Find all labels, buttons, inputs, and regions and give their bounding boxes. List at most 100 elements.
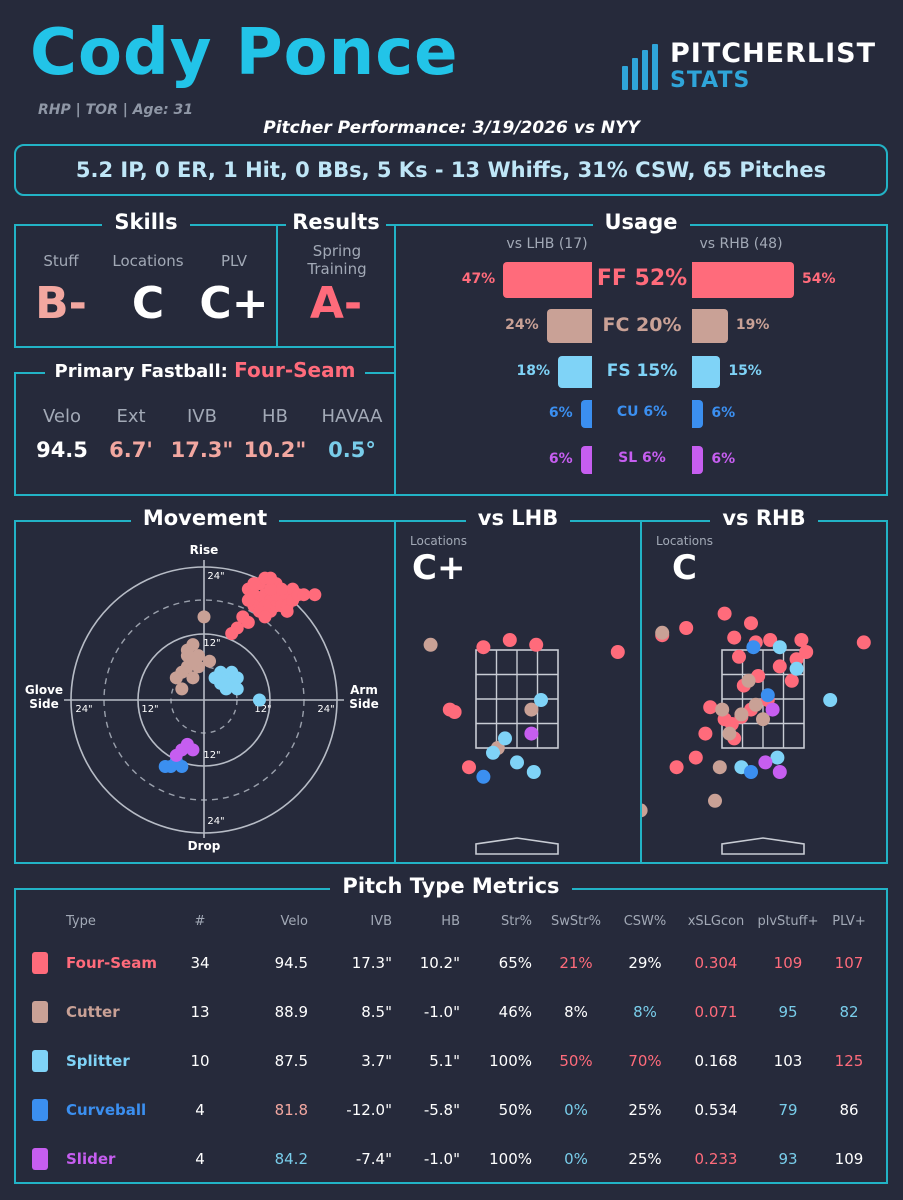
location-point (799, 645, 814, 659)
metric-cell: 88.9 (274, 1002, 308, 1021)
location-point (610, 645, 625, 659)
usage-bar-lhb (503, 262, 592, 298)
pitch-type-cell: Curveball (32, 1085, 172, 1134)
metric-cell: 84.2 (274, 1149, 308, 1168)
results-grade: A- (309, 278, 363, 329)
location-point (722, 726, 737, 741)
svg-text:Glove: Glove (25, 683, 63, 697)
movement-point (241, 593, 255, 607)
usage-rhb-pct: 54% (802, 271, 836, 287)
metric-cell: 87.5 (274, 1051, 308, 1070)
usage-pitch-label: FC 20% (602, 313, 682, 336)
table-row: Cutter 13 88.9 8.5" -1.0" 46% 8% 8% 0.071 95 82 (32, 987, 876, 1036)
metric-cell: 0% (564, 1100, 588, 1119)
metric-cell: 13 (190, 1002, 210, 1021)
summary-box: 5.2 IP, 0 ER, 1 Hit, 0 BBs, 5 Ks - 13 Wh… (14, 144, 888, 196)
location-point (758, 755, 773, 770)
location-point (741, 673, 756, 688)
rhb-title: vs RHB (710, 506, 818, 530)
metric-cell: 25% (628, 1100, 662, 1119)
usage-bar-lhb (546, 309, 592, 343)
metric-cell: 5.1" (429, 1051, 460, 1070)
metric-cell: 65% (498, 953, 532, 972)
header-hb: HB (441, 913, 460, 929)
metric-cell: 109 (834, 1149, 864, 1168)
metric-cell: 0.071 (694, 1002, 738, 1021)
header-velo: Velo (280, 913, 308, 929)
movement-point (225, 627, 239, 640)
usage-bar-lhb (558, 356, 592, 388)
movement-point (297, 588, 311, 602)
location-point (784, 673, 799, 688)
usage-lhb-label: vs LHB (17) (506, 236, 588, 252)
metric-cell: 50% (498, 1100, 532, 1119)
metrics-table: Type # Velo IVB HB Str% SwStr% CSW% xSLG… (32, 904, 876, 1183)
metric-cell: 25% (628, 1149, 662, 1168)
usage-pitch-label: CU 6% (616, 404, 668, 420)
pitch-color-swatch (32, 1147, 48, 1170)
pitch-type-name: Slider (66, 1149, 116, 1168)
location-point (529, 637, 544, 652)
movement-point (230, 682, 244, 696)
stuff-grade: B- (35, 278, 87, 329)
location-point (642, 803, 648, 818)
plv-label: PLV (220, 252, 247, 270)
header-plvstuff: plvStuff+ (757, 913, 819, 929)
usage-lhb-pct: 6% (548, 451, 573, 467)
header-count: # (194, 913, 206, 929)
location-point (794, 633, 809, 647)
metric-cell: 0.304 (694, 953, 738, 972)
movement-left-ring-label: 24" (75, 704, 92, 715)
pitch-type-cell: Cutter (32, 987, 172, 1036)
pitch-type-cell: Slider (32, 1134, 172, 1183)
movement-point (203, 654, 217, 668)
metric-cell: 107 (834, 953, 864, 972)
usage-lhb-pct: 24% (505, 317, 539, 333)
movement-right-label: Arm Side (349, 683, 378, 711)
location-point (423, 637, 438, 652)
metrics-title: Pitch Type Metrics (330, 874, 572, 898)
metric-cell: 86 (839, 1100, 859, 1119)
lhb-location-plot (423, 633, 625, 855)
metric-cell: 94.5 (274, 953, 308, 972)
location-point (526, 765, 541, 779)
metric-cell: 21% (559, 953, 593, 972)
player-name: Cody Ponce (30, 16, 459, 90)
table-row: Slider 4 84.2 -7.4" -1.0" 100% 0% 25% 0.233 93 109 (32, 1134, 876, 1183)
performance-line: Pitcher Performance: 3/19/2026 vs NYY (263, 118, 640, 138)
location-point (715, 702, 730, 717)
lhb-title: vs LHB (465, 506, 571, 530)
location-point (760, 688, 775, 703)
metric-cell: 34 (190, 953, 210, 972)
location-point (708, 793, 722, 808)
results-label: Spring Training (307, 242, 367, 278)
table-row: Four-Seam 34 94.5 17.3" 10.2" 65% 21% 29% 0.304 1… (32, 938, 876, 987)
usage-pitch-label: FF 52% (596, 266, 688, 291)
header-plv: PLV+ (832, 913, 866, 929)
metric-cell: 3.7" (361, 1051, 392, 1070)
location-point (524, 726, 539, 741)
metrics-header-row: Type # Velo IVB HB Str% SwStr% CSW% xSLG… (32, 904, 876, 938)
results-title: Results (286, 210, 386, 234)
pitch-type-name: Curveball (66, 1100, 147, 1119)
brand-name: PITCHERLIST (670, 38, 877, 69)
movement-point (186, 654, 200, 668)
metric-cell: 29% (628, 953, 662, 972)
usage-pitch-label: FS 15% (606, 360, 678, 381)
movement-bottom-ring-label: 24" (207, 816, 224, 827)
movement-top-ring-label: 24" (207, 571, 224, 582)
table-row: Splitter 10 87.5 3.7" 5.1" 100% 50% 70% 0.168 103… (32, 1036, 876, 1085)
usage-bar-rhb (692, 356, 721, 388)
havaa-label: HAVAA (321, 406, 383, 427)
movement-plot: Rise Drop 24" 12" 12" 24" 24" 12" 12" 24… (25, 543, 379, 853)
metric-cell: -12.0" (346, 1100, 392, 1119)
location-point (447, 705, 462, 719)
location-point (744, 616, 758, 631)
usage-bar-lhb (580, 400, 592, 428)
movement-bottom-inner-label: 12" (203, 750, 220, 761)
metric-cell: 10 (190, 1051, 210, 1070)
usage-rhb-pct: 6% (711, 451, 736, 467)
location-point (746, 640, 761, 655)
movement-top-inner-label: 12" (203, 638, 220, 649)
location-point (655, 625, 670, 640)
